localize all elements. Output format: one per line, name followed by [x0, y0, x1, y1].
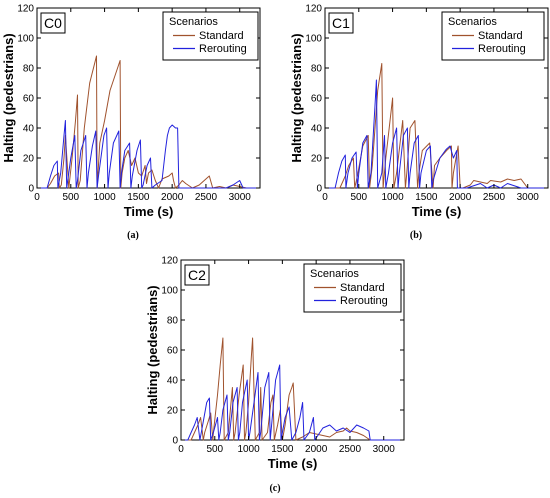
x-tick-label: 500	[206, 444, 223, 455]
x-tick-label: 0	[322, 192, 328, 203]
panel-tag-label: C0	[44, 15, 62, 31]
y-tick-label: 80	[167, 316, 179, 327]
y-axis-label: Halting (pedestrians)	[1, 33, 16, 162]
chart-panel-a: 0 500 1000 1500 2000 2500 3000 0 20 40 60 80 100 120 T…	[1, 4, 261, 241]
x-tick-label: 0	[178, 444, 184, 455]
y-tick-label: 60	[311, 94, 323, 105]
x-tick-label: 500	[62, 192, 79, 203]
y-tick-label: 120	[161, 256, 178, 267]
y-tick-label: 60	[167, 346, 179, 357]
panel-caption: (b)	[410, 230, 422, 241]
y-tick-label: 0	[28, 184, 34, 195]
panel-tag-box	[184, 264, 210, 286]
legend-entry-rerouting: Rerouting	[199, 43, 247, 55]
y-tick-label: 20	[167, 406, 179, 417]
x-tick-label: 500	[350, 192, 367, 203]
y-tick-label: 40	[167, 376, 179, 387]
x-axis-label: Time (s)	[124, 204, 174, 219]
panel-tag-label: C2	[188, 267, 206, 283]
y-tick-label: 120	[17, 4, 34, 15]
legend-entry-standard: Standard	[199, 30, 244, 42]
x-tick-label: 3000	[373, 444, 396, 455]
x-tick-label: 2000	[449, 192, 472, 203]
y-tick-label: 100	[161, 286, 178, 297]
x-tick-label: 2000	[305, 444, 328, 455]
legend-entry-standard: Standard	[478, 30, 523, 42]
x-tick-label: 1500	[415, 192, 438, 203]
y-tick-label: 120	[305, 4, 322, 15]
y-tick-label: 100	[17, 34, 34, 45]
legend-title: Scenarios	[169, 16, 218, 28]
legend-entry-standard: Standard	[340, 282, 385, 294]
series-line-rerouting	[181, 364, 404, 441]
y-tick-label: 40	[311, 124, 323, 135]
x-tick-label: 1500	[271, 444, 294, 455]
x-tick-label: 2500	[483, 192, 506, 203]
panel-tag-box	[328, 12, 354, 34]
x-tick-label: 2500	[339, 444, 362, 455]
x-tick-label: 3000	[229, 192, 252, 203]
x-tick-label: 2000	[161, 192, 184, 203]
y-tick-label: 60	[23, 94, 35, 105]
y-tick-label: 80	[311, 64, 323, 75]
y-tick-label: 100	[305, 34, 322, 45]
x-tick-label: 0	[34, 192, 40, 203]
panel-caption: (c)	[269, 483, 280, 494]
y-tick-label: 0	[316, 184, 322, 195]
x-tick-label: 1500	[127, 192, 150, 203]
series-line-rerouting	[37, 120, 260, 189]
y-tick-label: 0	[172, 436, 178, 447]
chart-panel-b: 0 500 1000 1500 2000 2500 3000 0 20 40 60 80 100 120 T…	[289, 4, 549, 241]
series-line-standard	[37, 55, 260, 189]
legend-title: Scenarios	[448, 16, 497, 28]
series-line-standard	[181, 337, 404, 441]
panel-tag-label: C1	[332, 15, 350, 31]
panel-caption: (a)	[127, 230, 139, 241]
x-axis-label: Time (s)	[412, 204, 462, 219]
y-tick-label: 40	[23, 124, 35, 135]
x-tick-label: 1000	[381, 192, 404, 203]
legend-title: Scenarios	[310, 268, 359, 280]
series-line-rerouting	[325, 79, 548, 189]
legend-entry-rerouting: Rerouting	[340, 295, 388, 307]
x-axis-label: Time (s)	[268, 456, 318, 471]
x-tick-label: 2500	[195, 192, 218, 203]
legend-box	[441, 11, 545, 61]
x-tick-label: 1000	[237, 444, 260, 455]
y-axis-label: Halting (pedestrians)	[289, 33, 304, 162]
y-tick-label: 20	[23, 154, 35, 165]
x-tick-label: 1000	[93, 192, 116, 203]
y-axis-label: Halting (pedestrians)	[145, 285, 160, 414]
x-tick-label: 3000	[517, 192, 540, 203]
panel-tag-box	[40, 12, 66, 34]
y-tick-label: 80	[23, 64, 35, 75]
chart-panel-c: 0 500 1000 1500 2000 2500 3000 0 20 40 60 80 100 120 T…	[145, 256, 405, 494]
y-tick-label: 20	[311, 154, 323, 165]
legend-entry-rerouting: Rerouting	[478, 43, 526, 55]
